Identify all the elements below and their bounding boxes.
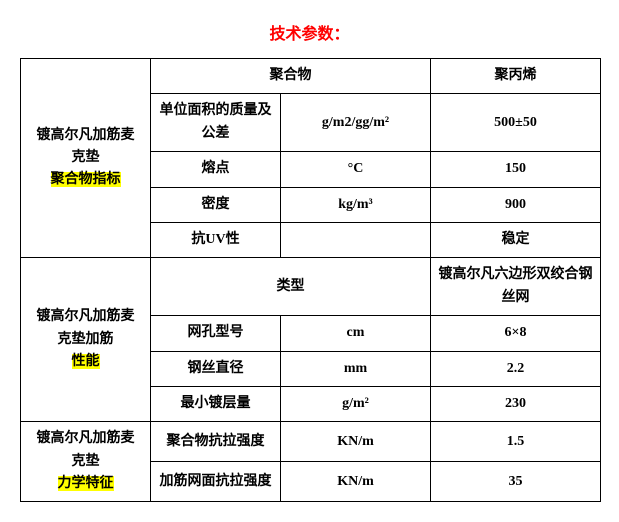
table-row: 镀高尔凡加筋麦 克垫 聚合物指标 聚合物 聚丙烯 xyxy=(21,59,601,94)
unit-cell: KN/m xyxy=(281,422,431,462)
group-label-line: 镀高尔凡加筋麦 xyxy=(37,128,135,143)
param-cell: 钢丝直径 xyxy=(151,351,281,386)
value-cell: 35 xyxy=(431,462,601,502)
value-cell: 500±50 xyxy=(431,94,601,152)
param-cell: 类型 xyxy=(151,258,431,316)
spec-table: 镀高尔凡加筋麦 克垫 聚合物指标 聚合物 聚丙烯 单位面积的质量及公差 g/m2… xyxy=(20,58,601,502)
unit-cell: mm xyxy=(281,351,431,386)
param-cell: 抗UV性 xyxy=(151,222,281,257)
value-cell: 1.5 xyxy=(431,422,601,462)
unit-cell xyxy=(281,222,431,257)
group-label-highlight: 性能 xyxy=(72,354,100,369)
group-label: 镀高尔凡加筋麦 克垫加筋 性能 xyxy=(21,258,151,422)
unit-cell: °C xyxy=(281,152,431,187)
value-cell: 稳定 xyxy=(431,222,601,257)
param-cell: 聚合物抗拉强度 xyxy=(151,422,281,462)
value-cell: 镀高尔凡六边形双绞合钢丝网 xyxy=(431,258,601,316)
table-row: 镀高尔凡加筋麦 克垫加筋 性能 类型 镀高尔凡六边形双绞合钢丝网 xyxy=(21,258,601,316)
table-row: 镀高尔凡加筋麦 克垫 力学特征 聚合物抗拉强度 KN/m 1.5 xyxy=(21,422,601,462)
unit-cell: g/m2/gg/m² xyxy=(281,94,431,152)
group-label-line: 克垫 xyxy=(72,150,100,165)
group-label-line: 镀高尔凡加筋麦 xyxy=(37,431,135,446)
param-cell: 单位面积的质量及公差 xyxy=(151,94,281,152)
group-label-line: 镀高尔凡加筋麦 xyxy=(37,309,135,324)
header-cell: 聚合物 xyxy=(151,59,431,94)
param-cell: 密度 xyxy=(151,187,281,222)
group-label-highlight: 聚合物指标 xyxy=(51,172,121,187)
value-cell: 6×8 xyxy=(431,316,601,351)
group-label: 镀高尔凡加筋麦 克垫 聚合物指标 xyxy=(21,59,151,258)
unit-cell: g/m² xyxy=(281,386,431,421)
header-cell: 聚丙烯 xyxy=(431,59,601,94)
value-cell: 900 xyxy=(431,187,601,222)
value-cell: 230 xyxy=(431,386,601,421)
page-title: 技术参数： xyxy=(20,20,599,44)
group-label-line: 克垫 xyxy=(72,454,100,469)
param-cell: 网孔型号 xyxy=(151,316,281,351)
value-cell: 2.2 xyxy=(431,351,601,386)
group-label-highlight: 力学特征 xyxy=(58,476,114,491)
param-cell: 熔点 xyxy=(151,152,281,187)
group-label: 镀高尔凡加筋麦 克垫 力学特征 xyxy=(21,422,151,502)
unit-cell: KN/m xyxy=(281,462,431,502)
unit-cell: kg/m³ xyxy=(281,187,431,222)
param-cell: 加筋网面抗拉强度 xyxy=(151,462,281,502)
unit-cell: cm xyxy=(281,316,431,351)
value-cell: 150 xyxy=(431,152,601,187)
group-label-line: 克垫加筋 xyxy=(58,332,114,347)
param-cell: 最小镀层量 xyxy=(151,386,281,421)
